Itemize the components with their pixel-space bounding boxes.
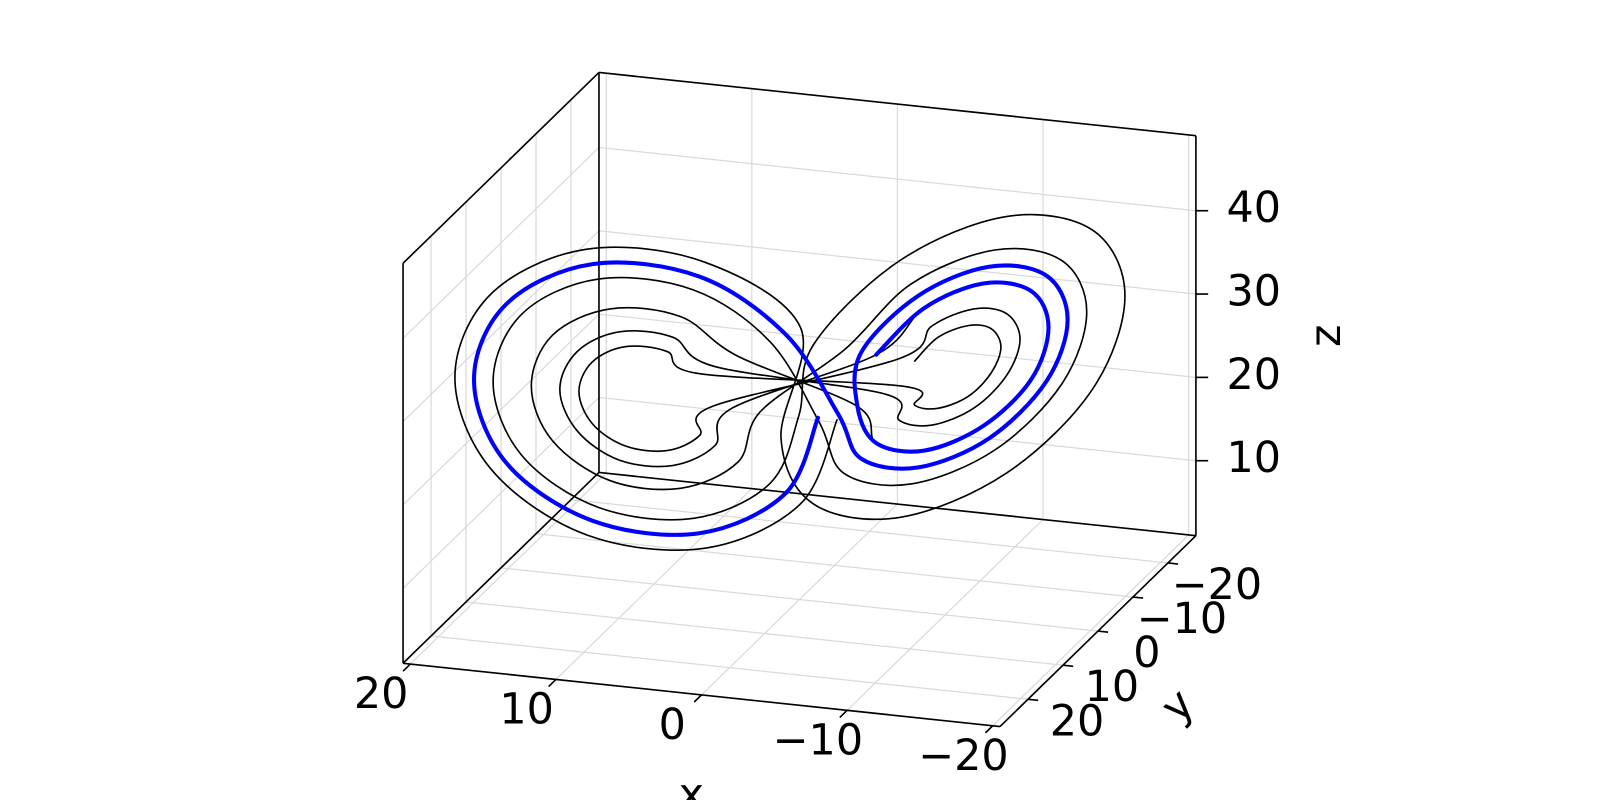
y-tick bbox=[1062, 664, 1074, 668]
grid-line bbox=[402, 147, 600, 339]
y-tick-label: 10 bbox=[1085, 662, 1140, 712]
y-axis-label: y bbox=[1151, 679, 1204, 733]
axis-edge bbox=[598, 71, 1196, 137]
grid-line bbox=[402, 313, 600, 506]
y-tick bbox=[1132, 596, 1144, 599]
x-tick-label: −20 bbox=[918, 731, 1008, 781]
grid-line bbox=[598, 396, 1196, 462]
z-tick-label: 10 bbox=[1227, 433, 1282, 483]
grid-line bbox=[465, 601, 1064, 666]
y-tick-label: 0 bbox=[1133, 628, 1160, 678]
y-tick bbox=[1097, 630, 1109, 634]
x-tick bbox=[548, 678, 557, 688]
grid-line bbox=[402, 397, 600, 589]
y-tick bbox=[1167, 562, 1179, 565]
grid-line bbox=[598, 313, 1196, 378]
trajectory bbox=[471, 260, 1070, 537]
axis-edge bbox=[402, 471, 600, 664]
y-tick-label: −20 bbox=[1172, 560, 1262, 610]
x-tick-label: −10 bbox=[773, 715, 863, 765]
x-tick bbox=[402, 663, 411, 672]
axis-edge bbox=[402, 71, 600, 264]
grid-line bbox=[570, 499, 1168, 564]
z-axis-label: z bbox=[1301, 324, 1351, 347]
grid-line bbox=[535, 533, 1134, 598]
y-tick bbox=[1027, 698, 1039, 702]
x-tick bbox=[693, 694, 703, 703]
grid-line bbox=[500, 567, 1099, 632]
x-tick bbox=[839, 709, 848, 719]
trajectory bbox=[454, 213, 1126, 551]
x-tick-label: 20 bbox=[354, 669, 409, 719]
grid-line bbox=[598, 146, 1196, 212]
x-tick bbox=[984, 725, 994, 734]
x-tick-label: 0 bbox=[659, 700, 686, 750]
z-tick-label: 40 bbox=[1227, 183, 1282, 233]
grid-line bbox=[430, 635, 1029, 700]
z-tick-label: 30 bbox=[1227, 267, 1282, 317]
z-tick-label: 20 bbox=[1227, 350, 1282, 400]
grid-line bbox=[402, 230, 600, 423]
x-tick-label: 10 bbox=[499, 685, 554, 735]
y-tick-label: 20 bbox=[1050, 696, 1105, 746]
x-axis-label: x bbox=[679, 769, 704, 800]
axis-edge bbox=[598, 471, 1196, 537]
y-tick-label: −10 bbox=[1137, 594, 1227, 644]
